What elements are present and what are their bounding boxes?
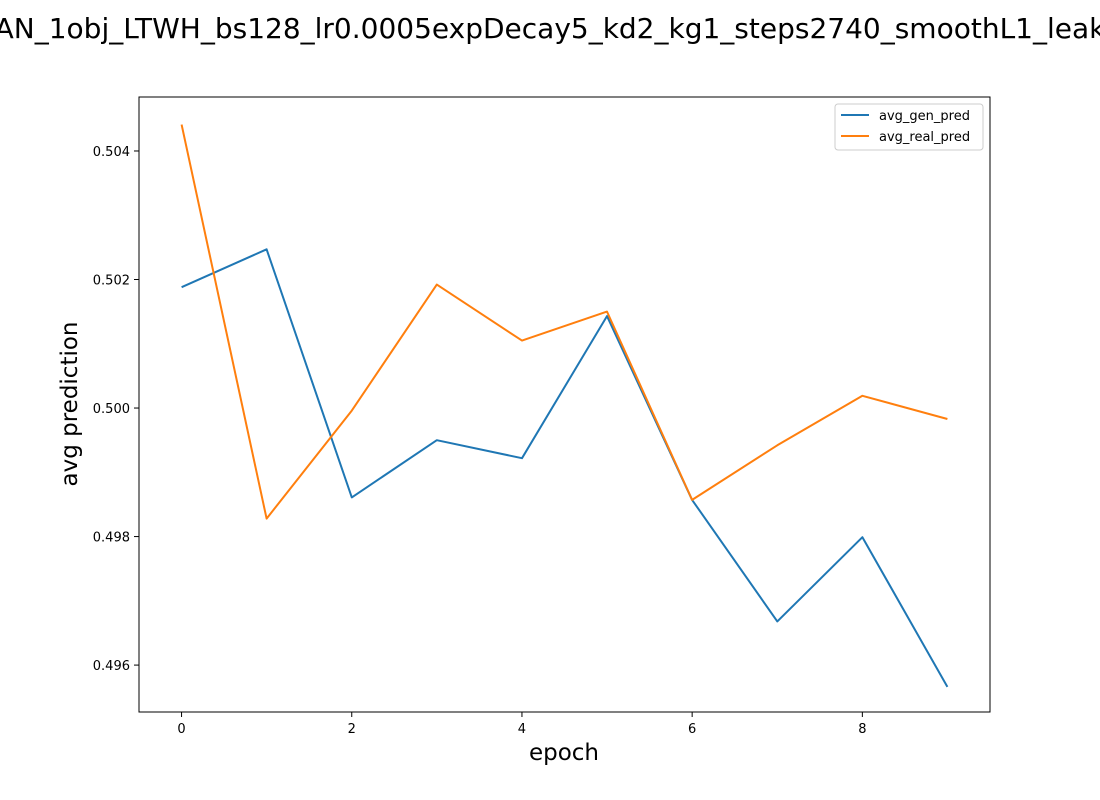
- series-line-avg-real-pred: [180, 124, 948, 520]
- y-tick-label: 0.498: [93, 531, 130, 546]
- y-tick-label: 0.496: [93, 659, 130, 674]
- y-tick-label: 0.504: [93, 145, 130, 160]
- y-tick-label: 0.502: [93, 274, 130, 289]
- x-tick-label: 8: [858, 722, 866, 737]
- x-axis-ticks: 0 2 4 6 8: [177, 712, 866, 737]
- x-axis-label: epoch: [529, 740, 599, 766]
- y-tick-label: 0.500: [93, 402, 130, 417]
- x-tick-label: 6: [688, 722, 696, 737]
- y-axis-ticks: 0.496 0.498 0.500 0.502 0.504: [93, 145, 139, 674]
- x-tick-label: 0: [177, 722, 185, 737]
- x-tick-label: 4: [518, 722, 526, 737]
- legend-label-avg-real-pred: avg_real_pred: [879, 130, 970, 145]
- plot-area-frame: [138, 96, 991, 713]
- x-tick-label: 2: [348, 722, 356, 737]
- legend-label-avg-gen-pred: avg_gen_pred: [879, 109, 970, 124]
- series-lines: [180, 124, 949, 688]
- y-axis-label: avg prediction: [57, 321, 83, 486]
- legend-box: [834, 103, 984, 151]
- chart-title: AN_1obj_LTWH_bs128_lr0.0005expDecay5_kd2…: [0, 12, 1100, 45]
- series-line-avg-gen-pred: [181, 248, 949, 688]
- legend: avg_gen_pred avg_real_pred: [834, 103, 984, 151]
